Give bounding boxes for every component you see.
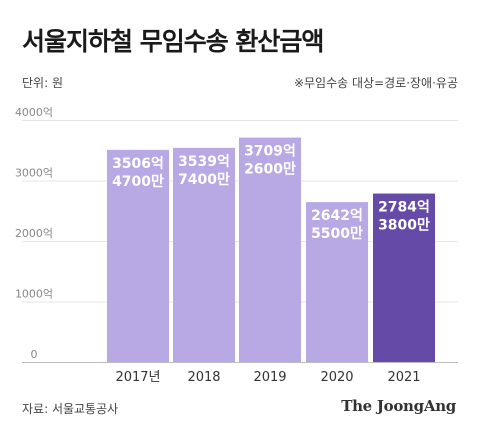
data-label: 7400만	[178, 172, 230, 188]
y-tick-label: 2000억	[15, 227, 53, 240]
data-label: 2784억	[378, 200, 430, 216]
y-tick-label: 1000억	[15, 288, 53, 301]
x-tick-label: 2020	[320, 370, 353, 385]
data-label: 4700만	[112, 174, 164, 190]
bar	[239, 137, 301, 362]
data-label: 5500만	[311, 226, 363, 242]
source-note: 자료: 서울교통공사	[22, 402, 119, 416]
bar	[107, 149, 169, 362]
x-tick-label: 2021	[387, 370, 420, 385]
bar	[173, 147, 235, 362]
y-tick-label: 0	[31, 348, 38, 361]
x-tick-label: 2017년	[115, 370, 160, 385]
data-label: 3800만	[378, 218, 430, 234]
data-label: 3506억	[112, 156, 164, 172]
data-label: 2600만	[244, 162, 296, 178]
data-label: 2642억	[311, 208, 363, 224]
bar	[306, 202, 368, 362]
data-label: 3539억	[178, 154, 230, 170]
bar	[373, 193, 435, 362]
data-label: 3709억	[244, 144, 296, 160]
brand-logo: The JoongAng	[341, 397, 456, 415]
chart-title: 서울지하철 무임수송 환산금액	[22, 27, 324, 56]
y-tick-label: 4000억	[15, 106, 53, 119]
footnote: ※무임수송 대상=경로·장애·유공	[293, 76, 458, 90]
x-tick-label: 2019	[253, 370, 286, 385]
unit-label: 단위: 원	[22, 76, 63, 90]
x-tick-label: 2018	[187, 370, 220, 385]
y-tick-label: 3000억	[15, 167, 53, 180]
